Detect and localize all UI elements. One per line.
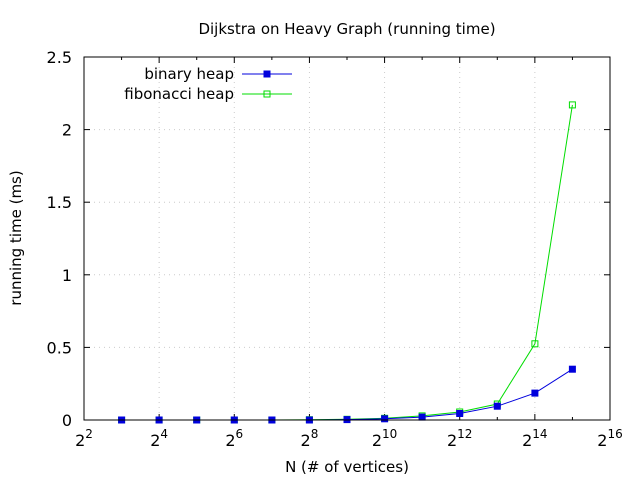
y-tick-label: 0.5 xyxy=(47,338,72,357)
x-tick-label: 26 xyxy=(225,427,243,450)
y-tick-label: 0 xyxy=(62,411,72,430)
fibonacci-heap-point xyxy=(531,340,539,348)
x-tick-label: 210 xyxy=(372,427,397,450)
fibonacci-heap-legend-label: fibonacci heap xyxy=(124,85,234,103)
x-tick-label: 216 xyxy=(597,427,622,450)
binary-heap-legend-label: binary heap xyxy=(144,65,234,83)
x-tick-label: 212 xyxy=(447,427,472,450)
grid xyxy=(84,57,610,420)
y-tick-label: 2.5 xyxy=(47,48,72,67)
binary-heap-legend-marker xyxy=(263,70,271,78)
chart-title: Dijkstra on Heavy Graph (running time) xyxy=(198,20,495,38)
ticks: 0 0.5 1 1.5 2 2.5 22 24 26 28 210 212 214 216 xyxy=(47,48,623,450)
x-tick-label: 28 xyxy=(301,427,319,450)
fibonacci-heap-legend-marker xyxy=(263,90,271,98)
fibonacci-heap-point xyxy=(568,101,576,109)
plot-border xyxy=(83,56,611,421)
x-tick-label: 214 xyxy=(522,427,547,450)
y-tick-label: 2 xyxy=(62,121,72,140)
y-tick-label: 1 xyxy=(62,266,72,285)
binary-heap-point xyxy=(381,415,389,423)
binary-heap-point xyxy=(531,389,539,397)
binary-heap-point xyxy=(456,410,464,417)
binary-heap-point xyxy=(493,402,501,410)
y-tick-label: 1.5 xyxy=(47,193,72,212)
x-axis-label: N (# of vertices) xyxy=(285,458,409,476)
x-tick-label: 22 xyxy=(75,427,93,450)
binary-heap-point xyxy=(418,413,426,421)
binary-heap-point xyxy=(568,365,576,373)
legend: binary heap fibonacci heap xyxy=(124,65,292,103)
x-tick-label: 24 xyxy=(150,427,168,450)
y-axis-label: running time (ms) xyxy=(7,170,25,305)
